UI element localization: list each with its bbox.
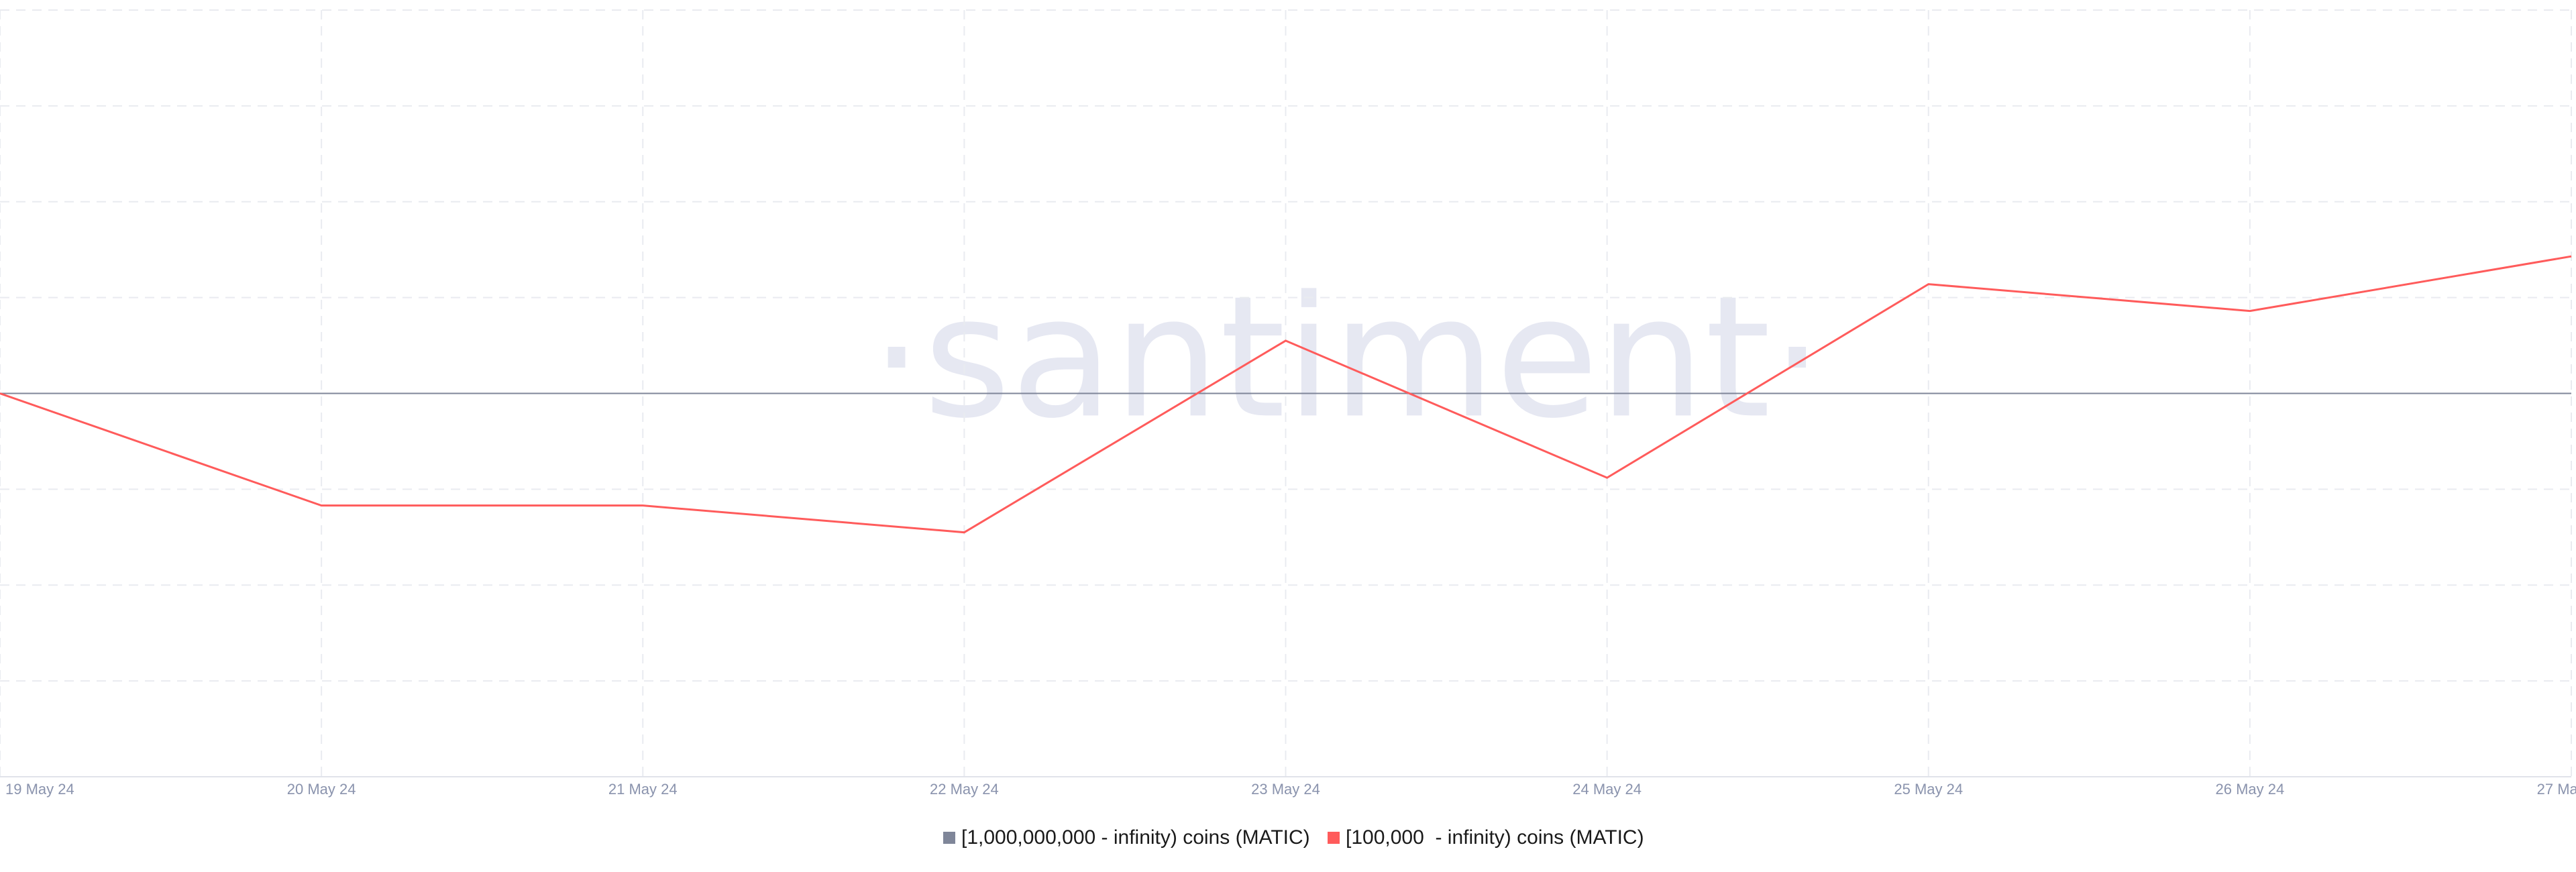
x-tick-label: 24 May 24 <box>1572 781 1642 798</box>
legend-label: [100,000 - infinity) coins (MATIC) <box>1346 826 1644 849</box>
x-tick-label: 22 May 24 <box>930 781 999 798</box>
x-tick-label: 20 May 24 <box>287 781 356 798</box>
x-tick-label: 25 May 24 <box>1894 781 1963 798</box>
x-tick-label: 23 May 24 <box>1251 781 1320 798</box>
series-line <box>0 255 2572 534</box>
legend-swatch <box>943 832 955 844</box>
x-tick-label: 19 May 24 <box>5 781 74 798</box>
x-tick-label: 21 May 24 <box>608 781 678 798</box>
watermark: ·santiment· <box>870 260 1824 455</box>
x-tick-label: 27 May 24 <box>2537 781 2576 798</box>
legend-label: [1,000,000,000 - infinity) coins (MATIC) <box>961 826 1310 849</box>
legend-swatch <box>1328 832 1340 844</box>
x-tick-label: 26 May 24 <box>2216 781 2285 798</box>
